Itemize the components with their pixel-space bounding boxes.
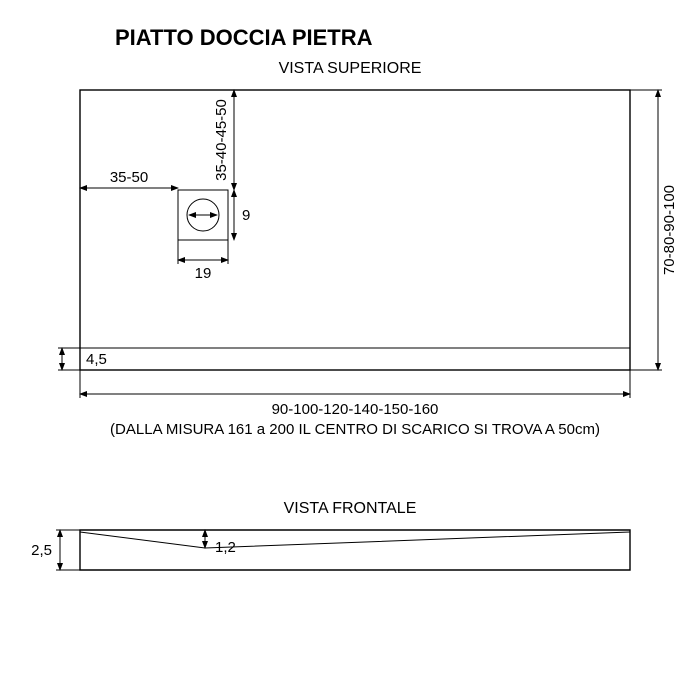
dim-dip-label: 1,2 — [215, 539, 236, 556]
dim-drain-h-label: 9 — [242, 207, 250, 224]
view-front-label: VISTA FRONTALE — [0, 500, 700, 518]
dim-offset-y-label: 35-40-45-50 — [213, 99, 230, 181]
dim-drain-w-label: 19 — [195, 265, 212, 282]
dim-ledge-label: 4,5 — [86, 351, 107, 368]
dim-width-note: (DALLA MISURA 161 a 200 IL CENTRO DI SCA… — [110, 421, 600, 438]
top-view-rect — [80, 90, 630, 370]
dim-height-label: 70-80-90-100 — [661, 185, 678, 275]
dim-front-h-label: 2,5 — [31, 542, 52, 559]
dim-width-label: 90-100-120-140-150-160 — [272, 401, 439, 418]
front-view-dip — [80, 532, 630, 548]
front-view-outline — [80, 530, 630, 570]
dim-offset-x-label: 35-50 — [110, 169, 148, 186]
diagram-svg: 35-50 35-40-45-50 19 9 4,5 90-100-120-14… — [0, 0, 700, 700]
